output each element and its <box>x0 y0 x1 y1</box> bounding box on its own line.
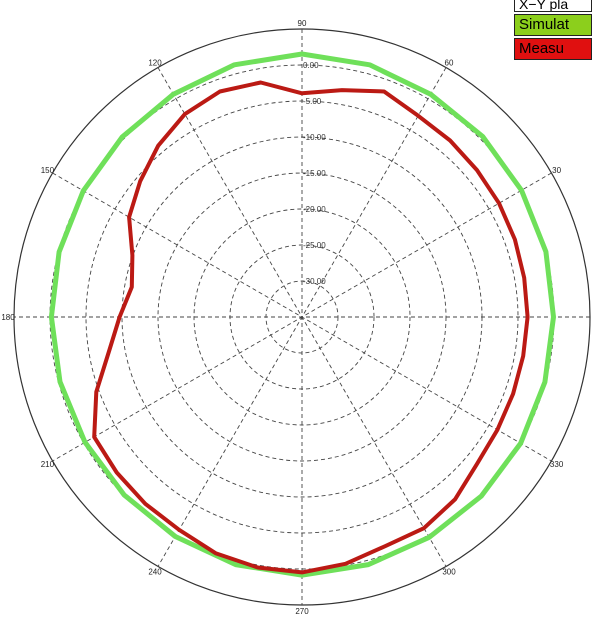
legend-title: X−Y pla <box>514 0 592 12</box>
radial-tick-label: -15.00 <box>303 169 326 178</box>
angle-tick-label: 30 <box>552 166 561 175</box>
legend-simulated: Simulat <box>514 14 592 36</box>
radial-tick-label: -10.00 <box>303 133 326 142</box>
tick-labels: 90 60 30 330 300 270 240 210 180 150 120 0.00 -5.00 -… <box>1 19 564 616</box>
series-simulated-line <box>48 51 556 578</box>
angle-tick-label: 330 <box>550 460 564 469</box>
radial-tick-label: 0.00 <box>303 61 319 70</box>
series-layer <box>48 51 556 578</box>
radial-tick-label: -25.00 <box>303 241 326 250</box>
angle-tick-label: 60 <box>445 58 454 67</box>
radial-tick-label: -30.00 <box>303 277 326 286</box>
legend: X−Y pla Simulat Measu <box>514 0 592 60</box>
series-measured-line <box>92 80 530 575</box>
polar-grid <box>13 28 591 606</box>
radial-tick-label: -20.00 <box>303 205 326 214</box>
angle-tick-label: 180 <box>1 313 15 322</box>
legend-measured: Measu <box>514 38 592 60</box>
angle-tick-label: 210 <box>41 460 55 469</box>
radial-tick-label: -5.00 <box>303 97 322 106</box>
angle-tick-label: 150 <box>41 166 55 175</box>
angle-tick-label: 300 <box>442 568 456 577</box>
angle-tick-label: 240 <box>148 568 162 577</box>
angle-tick-label: 90 <box>298 19 307 28</box>
angle-tick-label: 120 <box>148 58 162 67</box>
grid-spoke <box>52 172 552 462</box>
angle-tick-label: 270 <box>295 607 309 616</box>
